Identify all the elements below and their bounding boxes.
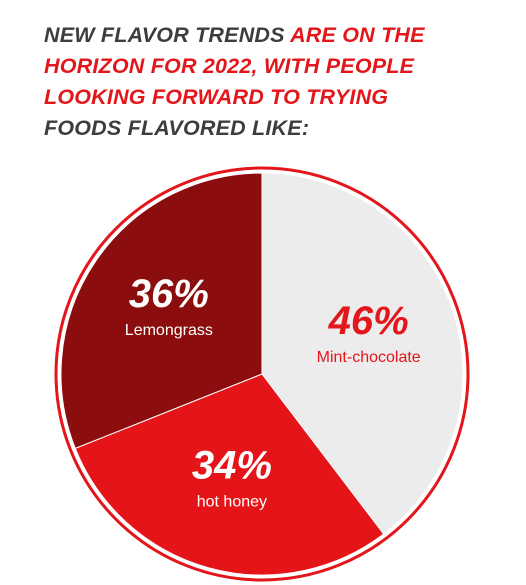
headline-part-1: NEW FLAVOR TRENDS [44,23,291,47]
category-label-lemongrass: Lemongrass [125,322,213,339]
data-label-hot-honey: 34% [192,443,272,487]
headline-part-2: ARE ON THE [290,23,425,47]
category-label-mint-chocolate: Mint-chocolate [317,349,421,366]
headline: NEW FLAVOR TRENDS ARE ON THE HORIZON FOR… [44,20,494,144]
data-label-mint-chocolate: 46% [328,299,409,343]
pie-slice-lemongrass [60,172,263,450]
pie-slice-mint-chocolate [261,172,464,535]
data-label-lemongrass: 36% [129,272,209,316]
headline-part-5: FOODS FLAVORED LIKE: [44,116,310,140]
pie-slice-hot-honey [74,373,385,576]
headline-part-4: LOOKING FORWARD TO TRYING [44,85,389,109]
headline-part-3: HORIZON FOR 2022, WITH PEOPLE [44,54,415,78]
category-label-hot-honey: hot honey [197,493,267,510]
